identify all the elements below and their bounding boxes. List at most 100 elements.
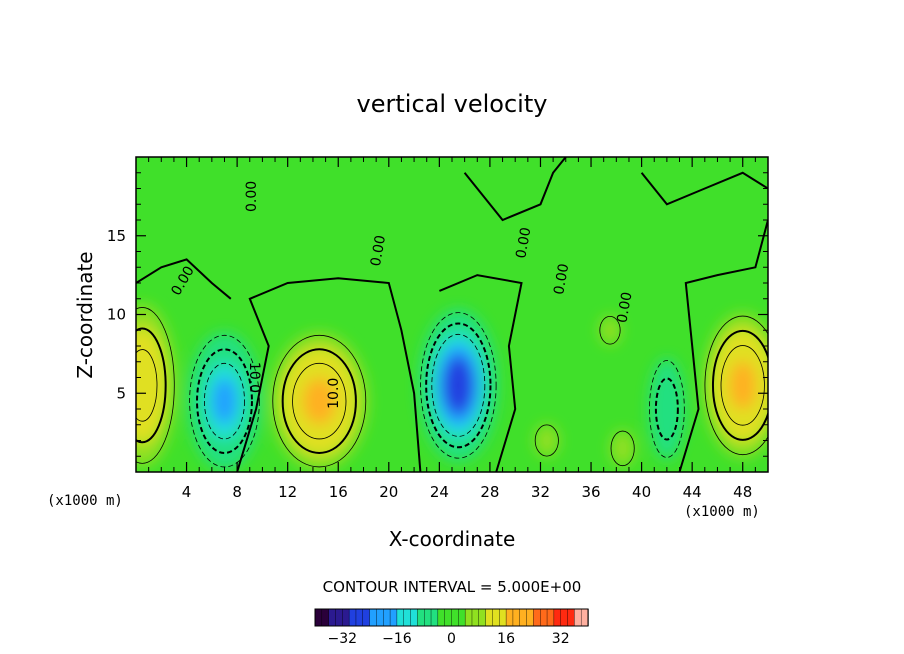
colorbar-bin	[505, 608, 514, 627]
velocity-region	[136, 350, 157, 421]
colorbar-bin	[478, 608, 487, 627]
x-tick-label: 4	[182, 483, 192, 501]
colorbar-tick-label: −16	[382, 631, 412, 647]
colorbar-bin	[526, 608, 535, 627]
colorbar-bin	[342, 608, 350, 627]
colorbar-bin	[410, 608, 419, 627]
colorbar-bin	[499, 608, 507, 627]
x-tick-label: 20	[379, 483, 398, 501]
colorbar-bin	[540, 608, 548, 627]
colorbar-bin	[492, 608, 500, 627]
contour-label: 10.0	[246, 362, 262, 393]
zero-contour-line	[439, 274, 523, 472]
contour-line	[136, 327, 167, 444]
colorbar-bin	[314, 608, 323, 627]
colorbar-bin	[328, 608, 337, 627]
x-tick-label: 32	[531, 483, 550, 501]
colorbar-bin	[485, 608, 494, 627]
colorbar-bin	[451, 608, 460, 627]
contour-line	[534, 424, 559, 457]
colorbar-bin	[348, 608, 357, 627]
contour-line	[649, 360, 685, 458]
colorbar-frame	[314, 608, 589, 627]
colorbar-tick-label: 0	[447, 631, 456, 647]
colorbar-bin	[458, 608, 466, 627]
colorbar-bin	[424, 608, 432, 627]
colorbar-bin	[567, 608, 576, 627]
velocity-region	[610, 430, 635, 467]
contour-line	[196, 348, 253, 454]
contour-line	[704, 315, 768, 456]
x-tick-label: 44	[683, 483, 702, 501]
contour-line	[431, 333, 486, 437]
velocity-region	[729, 361, 756, 410]
colorbar-bin	[437, 608, 446, 627]
contour-line	[610, 430, 635, 467]
y-tick-label: 15	[107, 227, 126, 245]
contour-label: 0.00	[368, 234, 389, 267]
colorbar-bin	[403, 608, 412, 627]
x-tick-label: 48	[733, 483, 752, 501]
x-unit-label: (x1000 m)	[684, 504, 760, 520]
x-axis-label: X-coordinate	[389, 527, 516, 551]
zero-contour-line	[463, 157, 567, 222]
chart-title: vertical velocity	[357, 90, 548, 118]
colorbar-bin	[369, 608, 378, 627]
colorbar-bin	[553, 608, 562, 627]
contour-line	[136, 307, 175, 464]
x-tick-label: 40	[632, 483, 651, 501]
colorbar-bin	[383, 608, 391, 627]
colorbar-bin	[464, 608, 473, 627]
colorbar: −32 −16 0 16 32	[314, 608, 589, 647]
contour-interval-text: CONTOUR INTERVAL = 5.000E+00	[323, 578, 582, 596]
colorbar-bin	[471, 608, 480, 627]
colorbar-bin	[560, 608, 569, 627]
colorbar-bin	[533, 608, 541, 627]
contour-line	[720, 345, 765, 426]
contour-line	[599, 315, 621, 345]
contour-line	[711, 329, 768, 441]
colorbar-bin	[546, 608, 555, 627]
x-tick-label: 16	[329, 483, 348, 501]
velocity-region	[212, 378, 237, 425]
contour-line	[136, 349, 158, 422]
colorbar-bin	[580, 608, 589, 627]
colorbar-bin	[376, 608, 384, 627]
velocity-region	[655, 378, 678, 440]
contour-label: 0.00	[614, 291, 635, 324]
colorbar-bin	[417, 608, 425, 627]
colorbar-bin	[321, 608, 330, 627]
x-tick-label: 28	[480, 483, 499, 501]
colorbar-bin	[519, 608, 528, 627]
x-tick-label: 8	[232, 483, 242, 501]
contour-line	[281, 348, 357, 454]
zero-contour-line	[640, 171, 768, 206]
x-tick-label: 12	[278, 483, 297, 501]
colorbar-bin	[512, 608, 521, 627]
contour-line	[272, 334, 367, 468]
zero-contour-line	[136, 258, 232, 300]
colorbar-bin	[355, 608, 364, 627]
contour-label: 10.0	[326, 378, 342, 409]
colorbar-bin	[574, 608, 582, 627]
y-tick-label: 5	[116, 384, 126, 402]
x-tick-label: 36	[581, 483, 600, 501]
colorbar-bin	[444, 608, 453, 627]
contour-label: 0.00	[244, 181, 260, 212]
colorbar-tick-label: 32	[552, 631, 570, 647]
velocity-region	[303, 378, 336, 425]
velocity-region	[449, 367, 468, 403]
contour-line	[189, 334, 260, 468]
colorbar-bin	[362, 608, 371, 627]
colorbar-bin	[430, 608, 439, 627]
zero-contour-line	[236, 277, 422, 472]
velocity-region	[599, 315, 621, 345]
x-tick-label: 24	[430, 483, 449, 501]
contour-line	[654, 377, 679, 441]
velocity-region	[534, 424, 559, 457]
colorbar-bin	[389, 608, 398, 627]
zero-contour-line	[678, 219, 768, 472]
colorbar-bin	[335, 608, 344, 627]
